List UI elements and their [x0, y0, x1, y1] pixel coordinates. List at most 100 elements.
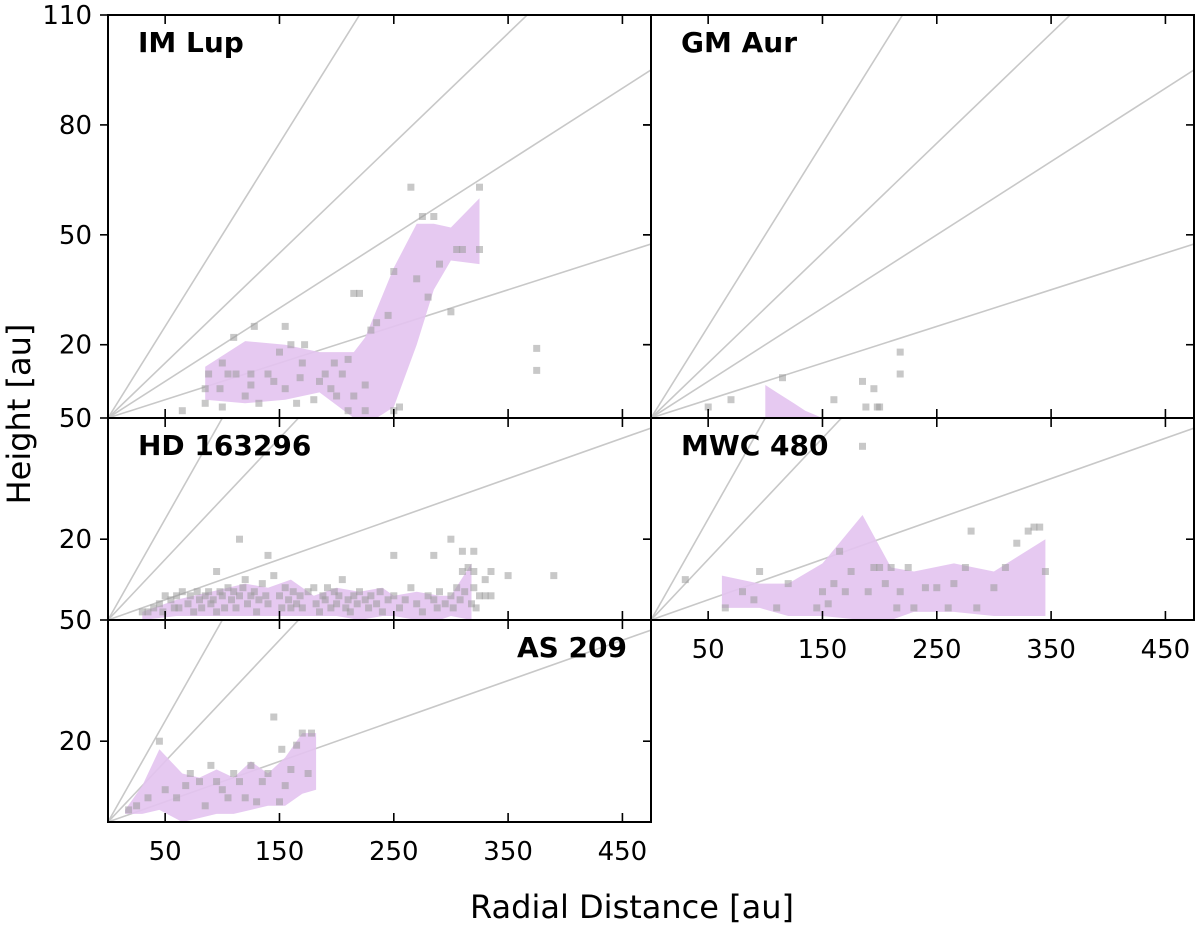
data-point — [396, 403, 403, 411]
frame-mwc-480 — [650, 417, 1195, 621]
data-point — [255, 596, 263, 604]
data-point — [270, 572, 278, 580]
x-tick-label: 50 — [149, 837, 182, 867]
data-point — [298, 729, 306, 737]
data-point — [293, 741, 301, 749]
data-point — [350, 392, 358, 400]
data-point — [447, 308, 455, 316]
data-point — [904, 564, 912, 571]
data-point — [704, 403, 712, 411]
data-point — [859, 442, 866, 450]
data-point — [950, 580, 958, 588]
plot-area-as-209 — [108, 620, 651, 822]
data-point — [289, 588, 297, 596]
data-point — [436, 588, 443, 596]
data-point — [224, 584, 232, 592]
data-point — [316, 377, 323, 385]
data-point — [456, 596, 464, 604]
data-point — [196, 778, 203, 786]
data-point — [264, 370, 272, 378]
data-point — [533, 344, 541, 352]
data-point — [476, 183, 483, 191]
data-point — [967, 527, 975, 535]
data-point — [201, 802, 209, 810]
data-point — [155, 737, 163, 745]
data-point — [476, 246, 483, 253]
data-point — [230, 770, 238, 777]
data-point — [247, 592, 255, 600]
data-point — [296, 374, 304, 382]
data-point — [232, 604, 240, 612]
data-point — [308, 729, 315, 737]
data-point — [990, 584, 998, 592]
data-point — [338, 370, 346, 378]
data-point — [193, 588, 201, 596]
data-point — [896, 370, 904, 378]
data-point — [756, 568, 764, 575]
y-tick-label: 80 — [59, 111, 92, 141]
data-point — [205, 588, 213, 596]
data-point — [481, 592, 489, 600]
data-point — [407, 584, 415, 592]
data-point — [681, 576, 689, 584]
data-point — [346, 608, 354, 616]
panel-title-hd-163296: HD 163296 — [138, 429, 311, 462]
plot-area-gm-aur — [651, 15, 1194, 418]
x-tick-label: 150 — [255, 837, 305, 867]
y-tick-label: 110 — [42, 1, 92, 31]
data-point — [293, 399, 301, 407]
data-point — [472, 604, 480, 612]
data-point — [458, 547, 466, 555]
y-tick-label: 20 — [59, 331, 92, 361]
data-point — [481, 576, 489, 584]
data-point — [1013, 539, 1021, 547]
data-point — [250, 322, 258, 330]
data-point — [819, 588, 826, 596]
data-point — [281, 584, 289, 592]
data-point — [335, 592, 343, 600]
panel-title-im-lup: IM Lup — [138, 26, 244, 59]
data-point — [167, 596, 175, 604]
data-point — [270, 713, 278, 721]
data-point — [1024, 527, 1032, 535]
data-point — [324, 584, 331, 592]
panel-gm-aur: GM Aur — [643, 14, 1195, 419]
data-point — [310, 396, 318, 404]
zr-line-0p3 — [651, 418, 843, 620]
data-point — [201, 592, 209, 600]
data-point — [921, 584, 929, 592]
data-point — [133, 802, 141, 810]
data-point — [773, 604, 781, 612]
data-point — [276, 592, 283, 600]
data-point — [281, 322, 289, 330]
data-point — [319, 592, 327, 600]
data-point — [864, 588, 872, 596]
data-point — [433, 604, 441, 612]
data-point — [401, 596, 409, 604]
data-point — [236, 535, 243, 543]
data-point — [207, 600, 215, 608]
data-point — [973, 604, 981, 612]
data-point — [361, 407, 369, 415]
plot-area-im-lup — [108, 15, 651, 418]
x-tick-label: 50 — [692, 635, 725, 665]
zr-line-0p5 — [651, 418, 767, 620]
data-point — [296, 592, 304, 600]
data-point — [470, 568, 478, 575]
data-point — [304, 770, 312, 777]
zr-line-0p2 — [108, 69, 651, 418]
data-point — [468, 600, 475, 608]
data-point — [721, 604, 729, 612]
data-point — [933, 584, 941, 592]
data-point — [1036, 523, 1044, 531]
data-point — [373, 319, 381, 327]
data-point — [847, 568, 855, 575]
data-point — [278, 604, 286, 612]
data-point — [236, 778, 243, 786]
data-point — [390, 551, 398, 559]
band-mwc-480 — [721, 515, 1046, 620]
data-point — [453, 584, 461, 592]
data-point — [378, 608, 386, 616]
data-point — [1001, 564, 1009, 571]
data-point — [301, 341, 309, 349]
